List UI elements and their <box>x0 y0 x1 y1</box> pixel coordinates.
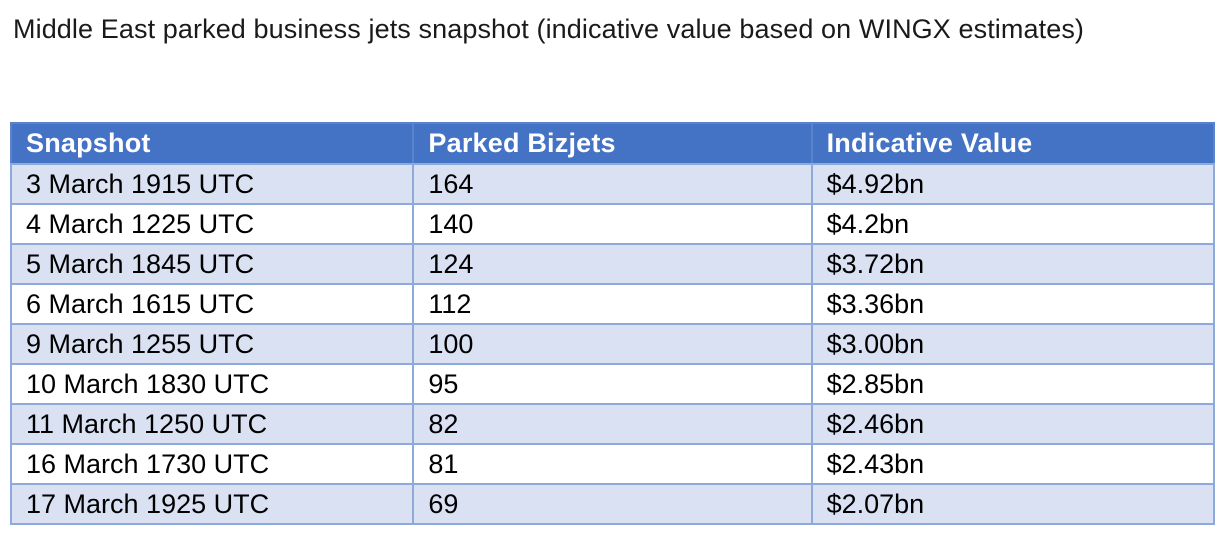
table-row: 10 March 1830 UTC 95 $2.85bn <box>9 363 1216 405</box>
parked-bizjets-cell: 69 <box>412 483 813 525</box>
table-row: 9 March 1255 UTC 100 $3.00bn <box>9 323 1216 365</box>
indicative-value-cell: $2.43bn <box>810 443 1216 485</box>
indicative-value-cell: $3.00bn <box>810 323 1216 365</box>
table-row: 6 March 1615 UTC 112 $3.36bn <box>9 283 1216 325</box>
parked-bizjets-cell: 82 <box>412 403 813 445</box>
snapshot-cell: 3 March 1915 UTC <box>9 163 415 205</box>
table-row: 17 March 1925 UTC 69 $2.07bn <box>9 483 1216 525</box>
parked-bizjets-cell: 100 <box>412 323 813 365</box>
table-row: 3 March 1915 UTC 164 $4.92bn <box>9 163 1216 205</box>
snapshot-cell: 4 March 1225 UTC <box>9 203 415 245</box>
column-header-parked-bizjets: Parked Bizjets <box>412 122 813 165</box>
column-header-snapshot: Snapshot <box>9 122 415 165</box>
indicative-value-cell: $3.36bn <box>810 283 1216 325</box>
snapshot-cell: 6 March 1615 UTC <box>9 283 415 325</box>
table-row: 16 March 1730 UTC 81 $2.43bn <box>9 443 1216 485</box>
indicative-value-cell: $4.2bn <box>810 203 1216 245</box>
indicative-value-cell: $2.07bn <box>810 483 1216 525</box>
indicative-value-cell: $3.72bn <box>810 243 1216 285</box>
snapshot-cell: 9 March 1255 UTC <box>9 323 415 365</box>
parked-bizjets-cell: 95 <box>412 363 813 405</box>
parked-bizjets-cell: 140 <box>412 203 813 245</box>
parked-bizjets-cell: 164 <box>412 163 813 205</box>
snapshot-cell: 11 March 1250 UTC <box>9 403 415 445</box>
snapshot-cell: 5 March 1845 UTC <box>9 243 415 285</box>
table-header-row: Snapshot Parked Bizjets Indicative Value <box>9 122 1216 165</box>
indicative-value-cell: $2.46bn <box>810 403 1216 445</box>
indicative-value-cell: $4.92bn <box>810 163 1216 205</box>
snapshot-cell: 17 March 1925 UTC <box>9 483 415 525</box>
table-row: 4 March 1225 UTC 140 $4.2bn <box>9 203 1216 245</box>
indicative-value-cell: $2.85bn <box>810 363 1216 405</box>
snapshot-cell: 10 March 1830 UTC <box>9 363 415 405</box>
snapshot-table: Snapshot Parked Bizjets Indicative Value… <box>9 122 1216 525</box>
table-row: 5 March 1845 UTC 124 $3.72bn <box>9 243 1216 285</box>
snapshot-cell: 16 March 1730 UTC <box>9 443 415 485</box>
column-header-indicative-value: Indicative Value <box>810 122 1216 165</box>
parked-bizjets-cell: 81 <box>412 443 813 485</box>
parked-bizjets-cell: 124 <box>412 243 813 285</box>
table-row: 11 March 1250 UTC 82 $2.46bn <box>9 403 1216 445</box>
page-title: Middle East parked business jets snapsho… <box>13 14 1085 44</box>
parked-bizjets-cell: 112 <box>412 283 813 325</box>
